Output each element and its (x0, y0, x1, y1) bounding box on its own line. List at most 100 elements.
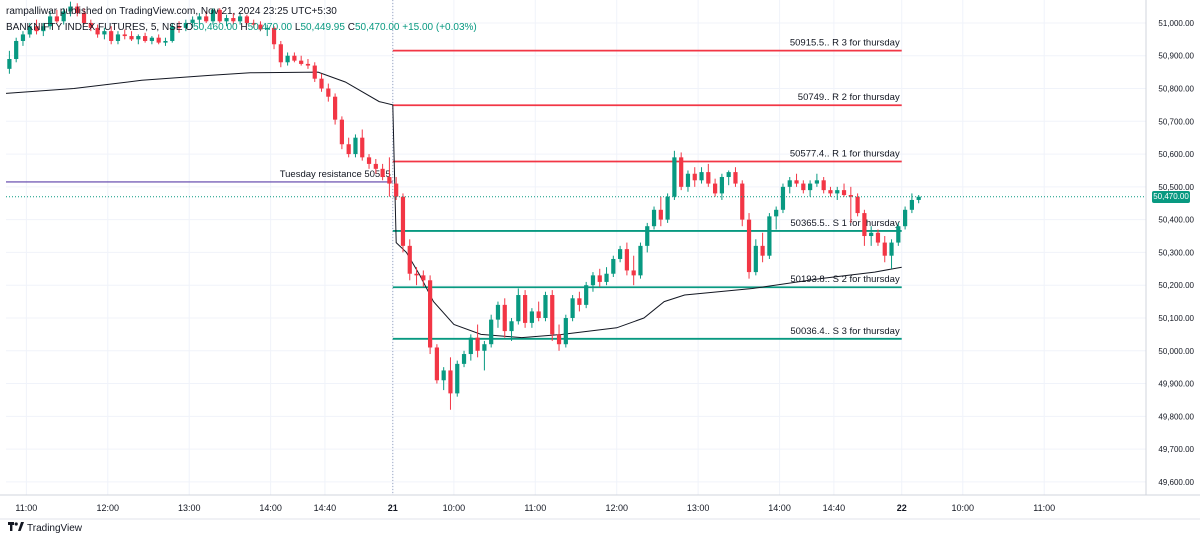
candle-body-77 (529, 311, 534, 323)
candle-body-79 (543, 295, 548, 318)
time-tick-label-3: 14:00 (259, 503, 282, 513)
candle-body-71 (489, 319, 494, 345)
candle-body-13 (95, 27, 100, 35)
candle-body-51 (353, 137, 358, 155)
candle-body-58 (400, 196, 406, 246)
price-tick-label-6: 50,500.00 (1158, 183, 1194, 192)
candle-body-113 (774, 209, 779, 217)
candle-body-62 (428, 280, 433, 348)
candle-body-24 (170, 26, 175, 41)
candle-body-125 (855, 196, 860, 214)
candle-body-94 (645, 226, 650, 246)
time-tick-label-2: 13:00 (178, 503, 201, 513)
candle-body-108 (740, 183, 745, 220)
time-tick-label-0: 11:00 (15, 503, 37, 513)
change-value: +15.00 (+0.03%) (402, 22, 477, 33)
candle-body-8 (61, 11, 66, 22)
time-tick-label-4: 14:40 (314, 503, 337, 513)
candle-body-50 (346, 144, 351, 155)
price-tick-label-8: 50,300.00 (1158, 248, 1194, 257)
candle-body-43 (299, 60, 304, 64)
low-value: 50,449.95 (300, 22, 345, 33)
candle-body-98 (672, 157, 677, 197)
candle-body-102 (699, 172, 704, 181)
candle-body-44 (305, 63, 311, 66)
candle-body-84 (577, 298, 582, 305)
price-tick-label-13: 49,800.00 (1158, 412, 1194, 421)
vwap-line (5, 71, 902, 339)
candle-body-129 (882, 242, 887, 256)
candle-body-101 (692, 173, 697, 181)
candle-body-0 (7, 59, 12, 69)
price-tick-label-14: 49,700.00 (1158, 445, 1194, 454)
candle-body-48 (333, 96, 338, 120)
candle-body-134 (916, 196, 921, 200)
candle-body-42 (292, 55, 297, 61)
time-tick-label-6: 10:00 (443, 503, 466, 513)
candle-body-60 (414, 273, 419, 276)
candle-body-99 (679, 157, 684, 187)
candle-body-19 (136, 36, 141, 40)
candle-body-72 (495, 304, 501, 320)
candle-body-52 (360, 137, 365, 158)
candle-body-114 (780, 186, 786, 210)
tradingview-brand[interactable]: TradingView (8, 522, 82, 534)
candle-body-110 (753, 245, 758, 273)
time-tick-label-13: 10:00 (952, 503, 975, 513)
candle-body-87 (597, 275, 602, 282)
candle-body-88 (604, 273, 609, 282)
candle-body-40 (278, 44, 283, 63)
candle-body-121 (828, 190, 833, 194)
candle-body-27 (190, 19, 195, 23)
candle-body-112 (767, 216, 772, 256)
price-tick-label-7: 50,400.00 (1158, 216, 1194, 225)
candle-body-63 (434, 347, 439, 381)
price-tick-label-9: 50,200.00 (1158, 281, 1194, 290)
open-label: O (185, 22, 194, 33)
candle-body-11 (81, 13, 87, 23)
candle-body-67 (461, 354, 467, 364)
candle-body-68 (468, 337, 473, 355)
candle-body-69 (475, 337, 480, 351)
candle-body-95 (651, 209, 657, 227)
tradingview-logo-icon (8, 522, 24, 534)
candle-body-7 (54, 16, 59, 22)
candle-body-70 (482, 344, 487, 351)
candle-body-100 (685, 173, 691, 187)
candle-body-9 (68, 6, 73, 12)
candle-body-115 (787, 180, 792, 187)
candle-body-18 (129, 36, 134, 40)
candle-body-126 (862, 213, 867, 237)
candle-body-33 (231, 18, 236, 22)
candle-body-109 (746, 219, 752, 273)
candle-body-128 (875, 232, 881, 243)
candle-body-133 (909, 199, 914, 210)
candle-body-22 (156, 37, 161, 43)
candle-body-3 (27, 26, 32, 35)
brand-name: TradingView (27, 522, 83, 534)
candle-body-96 (658, 209, 663, 220)
candle-body-49 (339, 119, 344, 145)
open-value: 50,460.00 (193, 22, 238, 33)
time-tick-label-9: 13:00 (687, 503, 710, 513)
level-label-0: 50915.5.. R 3 for thursday (790, 38, 900, 49)
candle-body-132 (903, 209, 908, 227)
candle-body-4 (34, 26, 39, 32)
close-value: 50,470.00 (354, 22, 400, 33)
candle-body-80 (550, 295, 555, 335)
candle-body-61 (421, 275, 426, 281)
level-label-6: Tuesday resistance 50515 (280, 169, 391, 180)
level-label-1: 50749.. R 2 for thursday (798, 92, 900, 103)
candle-body-103 (706, 172, 711, 184)
candle-body-31 (217, 9, 222, 22)
level-label-2: 50577.4.. R 1 for thursday (790, 148, 900, 159)
candle-body-89 (611, 258, 616, 274)
time-tick-label-8: 12:00 (605, 503, 628, 513)
candle-body-117 (801, 183, 806, 191)
high-value: 50,470.00 (247, 22, 293, 33)
candle-body-130 (889, 242, 894, 256)
candle-body-25 (176, 26, 182, 28)
level-label-4: 50193.8.. S 2 for thursday (790, 274, 900, 285)
candle-body-26 (183, 22, 188, 28)
